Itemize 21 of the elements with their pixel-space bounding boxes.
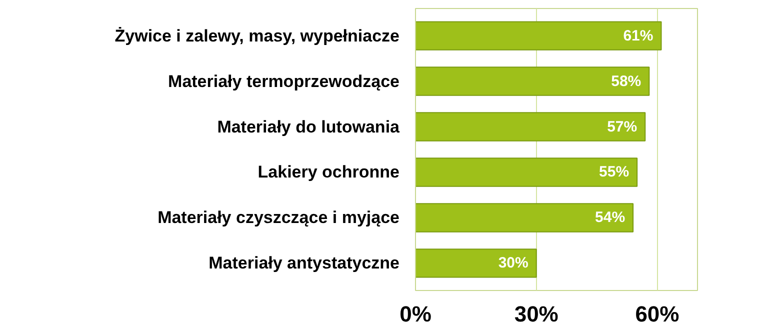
y-tick-label: Materiały czyszczące i myjące: [158, 208, 400, 228]
x-tick-label: 0%: [400, 302, 432, 326]
data-label: 55%: [599, 164, 630, 181]
y-tick-label: Materiały do lutowania: [217, 117, 400, 136]
bar: [416, 158, 638, 187]
data-label: 57%: [607, 118, 638, 136]
bar: [416, 66, 650, 96]
data-label: 58%: [611, 72, 642, 90]
data-label: 61%: [623, 27, 654, 44]
y-tick-label: Materiały antystatyczne: [208, 254, 400, 273]
bar: [416, 203, 634, 232]
data-label: 30%: [498, 254, 528, 272]
y-tick-label: Żywice i zalewy, masy, wypełniacze: [114, 26, 400, 46]
bar: [416, 21, 662, 50]
x-tick-label: 60%: [635, 302, 680, 326]
x-tick-label: 30%: [514, 302, 558, 326]
bar: [416, 112, 646, 142]
y-tick-label: Lakiery ochronne: [258, 162, 400, 182]
data-label: 54%: [595, 209, 626, 226]
y-tick-label: Materiały termoprzewodzące: [168, 72, 400, 91]
bar: [416, 248, 537, 278]
